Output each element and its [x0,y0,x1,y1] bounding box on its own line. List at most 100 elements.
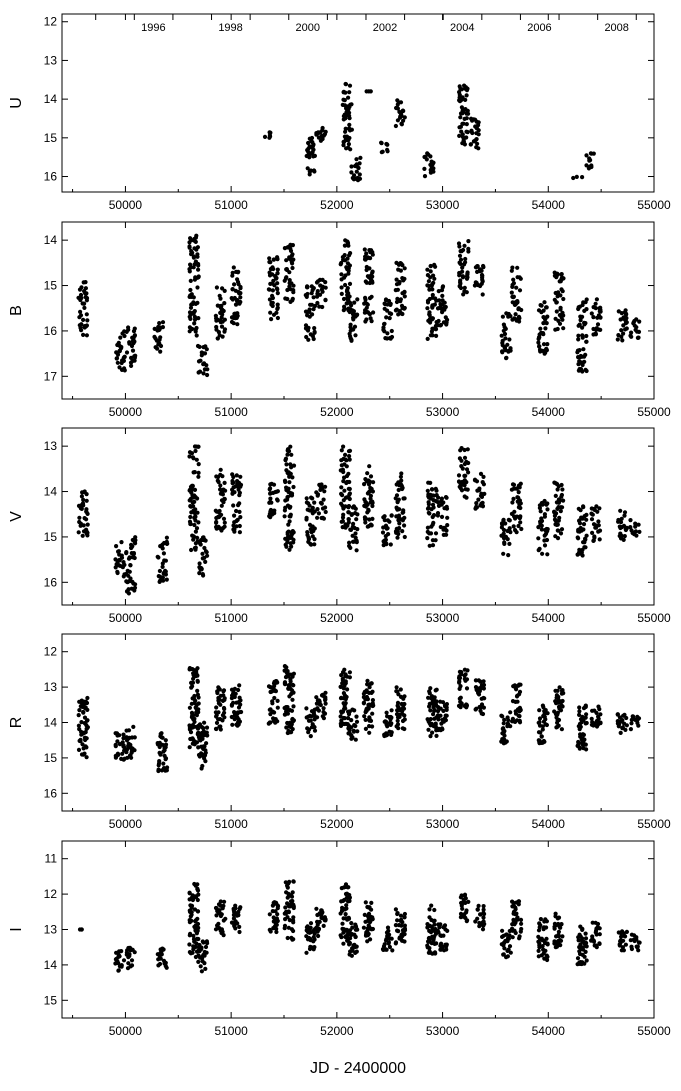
data-point [629,717,634,723]
data-point [341,916,346,921]
data-point [236,484,241,489]
data-point [289,452,294,457]
data-point [271,915,276,920]
data-point [363,900,368,905]
data-point [346,95,351,100]
data-point [402,911,407,917]
data-point [192,499,197,504]
data-point [505,724,510,729]
data-point [473,678,478,683]
data-point [590,920,595,925]
data-point [318,702,323,708]
data-point [438,713,443,718]
data-point [479,272,485,278]
data-point [117,742,122,747]
data-point [197,571,202,576]
data-point [202,733,207,738]
data-point [519,926,524,932]
data-point [580,335,585,340]
data-point [395,703,400,708]
data-point [458,695,463,700]
data-point [156,763,161,768]
data-point [317,919,322,925]
data-point [395,911,400,917]
panel-R: 50000 51000 52000 53000 54000 550001213141516… [8,633,671,831]
data-point [460,466,465,471]
data-point [218,899,223,904]
data-point [285,895,290,900]
data-point [201,345,206,350]
data-point [465,130,470,135]
data-point [542,938,547,944]
data-point [345,288,350,293]
data-point [202,953,207,958]
data-point [544,321,549,326]
data-point [318,500,323,505]
data-point [291,904,296,909]
data-point [394,712,400,717]
data-point [557,938,563,943]
data-point [400,276,405,281]
data-point [506,553,511,558]
data-point [347,122,352,127]
data-point [338,684,343,690]
data-point [350,505,355,510]
data-point [270,699,275,704]
data-point [624,723,630,728]
data-point [81,317,86,322]
data-point [162,753,167,759]
data-point [160,320,166,325]
data-point [381,543,386,548]
data-point [437,298,442,303]
data-point [594,932,599,937]
data-point [397,281,402,286]
data-point [594,926,599,931]
data-point [282,923,288,928]
data-point [501,517,506,523]
data-point [341,941,346,946]
data-point [286,909,291,914]
data-point [132,585,138,590]
data-point [624,525,629,530]
data-point [198,567,203,572]
data-point [387,316,392,321]
data-point [343,522,348,527]
data-point [425,536,430,541]
data-point [285,881,290,886]
data-point [190,326,195,332]
x-tick-label: 52000 [320,198,354,212]
data-point [555,688,560,693]
data-point [433,538,438,543]
data-point [194,936,200,942]
data-point [474,145,479,150]
data-point [541,951,546,956]
data-point [284,267,289,272]
data-point [541,927,546,932]
data-point [113,957,118,962]
data-point [577,712,582,718]
data-point [499,333,504,338]
data-point [273,922,278,927]
data-point [160,564,165,570]
data-point [189,895,194,900]
data-point [436,495,441,500]
data-point [502,946,507,951]
data-point [351,728,356,733]
data-point [188,504,193,509]
data-point [343,452,348,457]
data-point [308,944,313,950]
data-point [84,509,89,515]
data-point [583,300,588,305]
data-point [305,507,310,512]
data-point [349,170,354,175]
data-point [394,105,399,111]
data-point [131,551,136,556]
data-point [507,933,512,938]
data-point [623,727,628,733]
data-point [500,714,505,719]
data-point [462,285,467,290]
data-point [124,350,130,355]
data-point [347,675,352,680]
data-point [545,552,550,557]
data-point [434,488,439,493]
